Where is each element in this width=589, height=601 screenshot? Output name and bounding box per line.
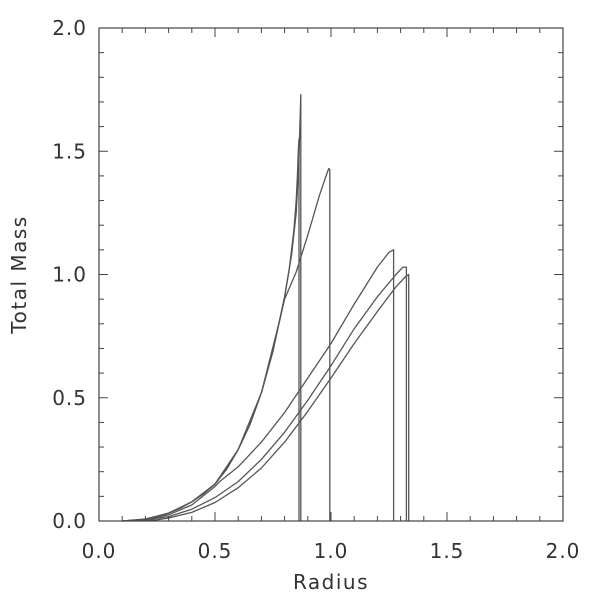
series-line-2 (122, 93, 302, 522)
x-axis-title: Radius (293, 570, 369, 594)
y-tick-label: 1.5 (52, 139, 87, 163)
x-tick-label: 1.0 (314, 539, 349, 563)
x-tick-label: 0.0 (82, 539, 117, 563)
y-tick-label: 0.5 (52, 386, 87, 410)
series-line-5 (133, 266, 408, 522)
y-axis-title: Total Mass (7, 215, 31, 334)
plot-frame (98, 27, 564, 522)
series-line-3 (122, 167, 331, 522)
curves-layer (122, 93, 410, 522)
series-line-1 (122, 138, 300, 522)
series-line-6 (140, 273, 410, 522)
ticks-layer (98, 27, 564, 522)
x-tick-label: 2.0 (546, 539, 581, 563)
x-tick-label: 1.5 (430, 539, 465, 563)
tick-labels-layer: 0.0 0.5 1.0 1.5 2.0 0.0 0.5 1.0 1.5 2.0 (52, 16, 581, 563)
x-tick-label: 0.5 (198, 539, 233, 563)
y-tick-label: 0.0 (52, 509, 87, 533)
y-tick-label: 1.0 (52, 263, 87, 287)
series-line-4 (122, 249, 395, 522)
y-tick-label: 2.0 (52, 16, 87, 40)
